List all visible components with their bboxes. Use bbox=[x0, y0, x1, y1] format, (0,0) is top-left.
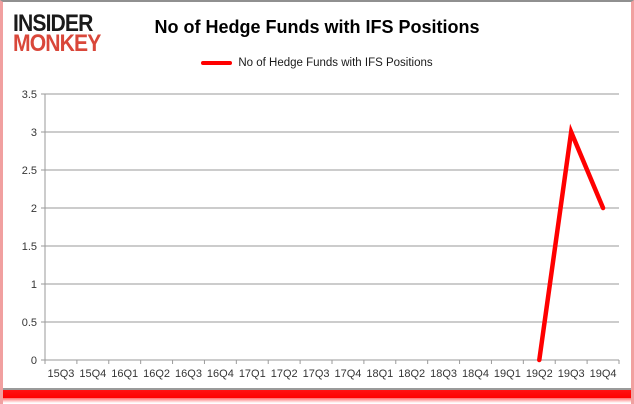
line-chart-plot: 0 0.5 1 1.5 2 2.5 3 3.5 15Q3 15Q4 16Q1 16Q2 16Q3 16Q4… bbox=[22, 89, 620, 380]
x-axis-tick-label: 19Q2 bbox=[526, 368, 553, 380]
x-axis-tick-label: 17Q2 bbox=[271, 368, 298, 380]
x-axis-tick-label: 16Q3 bbox=[175, 368, 202, 380]
x-axis-tick-label: 18Q2 bbox=[398, 368, 425, 380]
y-axis-tick-label: 3.5 bbox=[22, 89, 37, 101]
y-axis-tick-label: 0 bbox=[31, 355, 37, 367]
y-axis-tick-label: 2 bbox=[31, 203, 37, 215]
series-line bbox=[537, 123, 606, 363]
x-axis-tick-label: 15Q4 bbox=[79, 368, 106, 380]
y-axis-tick-label: 2.5 bbox=[22, 165, 37, 177]
x-axis-tick-label: 19Q1 bbox=[494, 368, 521, 380]
chart-title: No of Hedge Funds with IFS Positions bbox=[154, 17, 480, 37]
y-axis-tick-label: 0.5 bbox=[22, 317, 37, 329]
logo-text-insider: INSIDER bbox=[13, 10, 93, 37]
x-axis-tick-label: 17Q3 bbox=[303, 368, 330, 380]
x-axis-tick-label: 18Q1 bbox=[366, 368, 393, 380]
x-axis-tick-label: 19Q3 bbox=[558, 368, 585, 380]
x-axis-tick-label: 16Q2 bbox=[143, 368, 170, 380]
insider-monkey-logo: INSIDER MONKEY bbox=[13, 10, 101, 57]
x-axis-tick-label: 19Q4 bbox=[590, 368, 617, 380]
x-axis-tick-label: 17Q1 bbox=[239, 368, 266, 380]
logo-text-monkey: MONKEY bbox=[13, 29, 101, 57]
y-axis-tick-label: 3 bbox=[31, 127, 37, 139]
x-axis-tick-label: 17Q4 bbox=[334, 368, 361, 380]
x-axis-tick-label: 18Q3 bbox=[430, 368, 457, 380]
x-axis-tick-label: 16Q1 bbox=[111, 368, 138, 380]
legend: No of Hedge Funds with IFS Positions bbox=[3, 57, 631, 69]
y-axis-tick-label: 1 bbox=[31, 279, 37, 291]
y-axis-tick-label: 1.5 bbox=[22, 241, 37, 253]
x-axis-tick-label: 18Q4 bbox=[462, 368, 489, 380]
x-axis-tick-label: 16Q4 bbox=[207, 368, 234, 380]
x-axis-tick-label: 15Q3 bbox=[47, 368, 74, 380]
legend-line-swatch bbox=[201, 61, 233, 65]
legend-label: No of Hedge Funds with IFS Positions bbox=[238, 57, 433, 69]
